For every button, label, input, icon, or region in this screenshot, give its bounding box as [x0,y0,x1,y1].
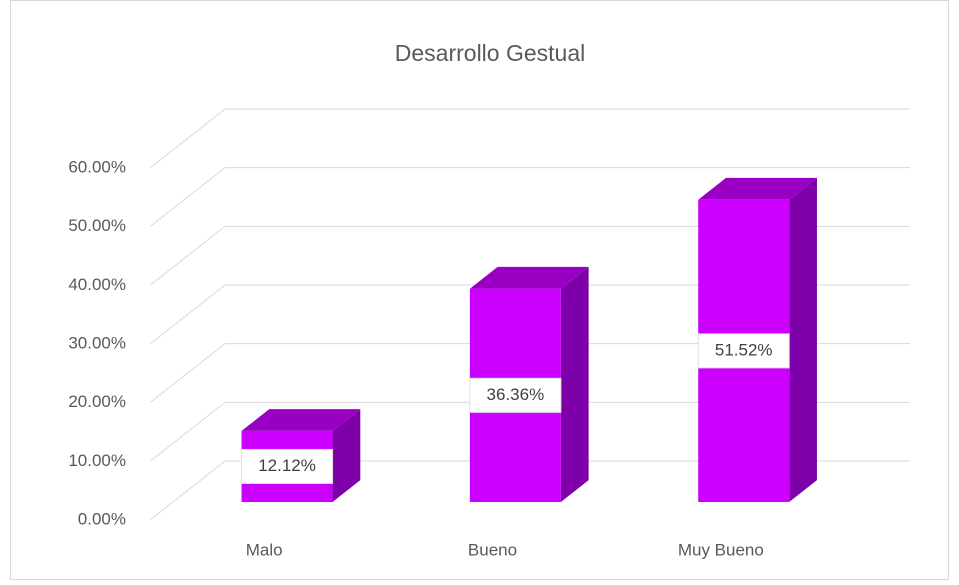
data-label-box [697,333,790,369]
bar-top [698,177,817,200]
grid-line [149,225,226,286]
chart-title: Desarrollo Gestual [395,40,585,66]
data-label-box [241,448,334,484]
grid-line [149,460,226,521]
data-label: 12.12% [258,456,316,475]
y-tick-label: 20.00% [68,392,126,411]
x-tick-label: Muy Bueno [678,540,764,559]
y-tick-label: 50.00% [68,216,126,235]
bar-side [332,409,361,503]
data-label: 36.36% [487,385,545,404]
data-label-box [469,377,562,413]
y-tick-label: 10.00% [68,451,126,470]
grid-line [149,401,226,462]
grid-line [149,284,226,345]
grid-line [149,108,226,169]
bar-top [469,266,589,289]
y-tick-label: 60.00% [68,157,126,176]
data-label: 51.52% [715,340,773,359]
grid-line [149,167,226,228]
x-tick-label: Malo [246,540,283,559]
x-tick-label: Bueno [468,540,517,559]
y-tick-label: 30.00% [68,333,126,352]
grid-line [149,343,226,404]
y-tick-label: 0.00% [78,509,126,528]
bar-side [789,177,817,503]
y-tick-label: 40.00% [68,275,126,294]
bar-top [241,409,361,431]
bar-side [560,266,589,503]
